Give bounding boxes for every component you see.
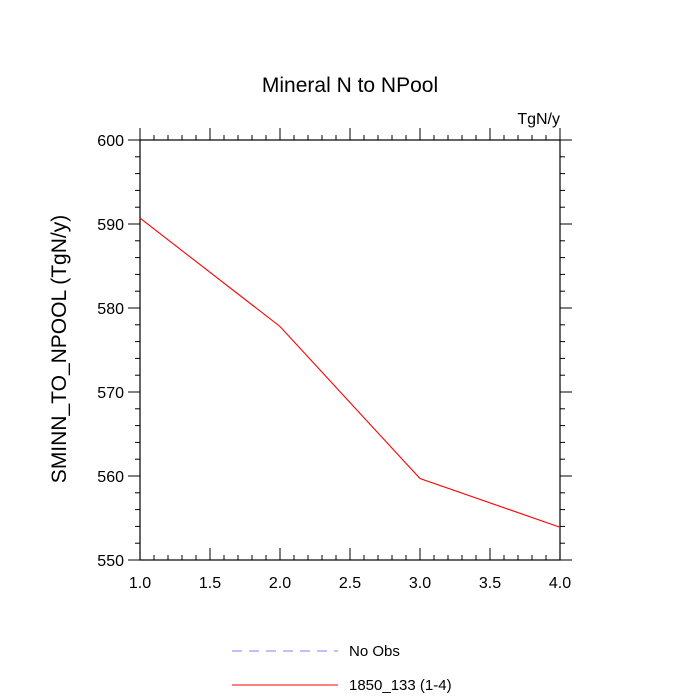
x-tick-label: 4.0 bbox=[549, 575, 571, 592]
x-tick-label: 3.0 bbox=[409, 575, 431, 592]
x-tick-label: 1.5 bbox=[199, 575, 221, 592]
axis-ticks bbox=[128, 128, 572, 561]
plot-frame bbox=[139, 139, 561, 561]
legend: No Obs 1850_133 (1-4) bbox=[232, 643, 452, 694]
y-tick-label: 590 bbox=[97, 217, 124, 234]
legend-label: No Obs bbox=[349, 643, 400, 660]
tick-labels: 1.0 1.5 2.0 2.5 3.0 3.5 4.0 550 560 570 580 590 600 bbox=[97, 133, 571, 592]
y-tick-label: 580 bbox=[97, 301, 124, 318]
x-tick-label: 1.0 bbox=[129, 575, 151, 592]
y-axis-label: SMINN_TO_NPOOL (TgN/y) bbox=[48, 215, 71, 483]
x-tick-label: 2.0 bbox=[269, 575, 291, 592]
y-tick-label: 550 bbox=[97, 553, 124, 570]
series-lines bbox=[139, 217, 561, 528]
units-label: TgN/y bbox=[517, 111, 560, 128]
y-tick-label: 570 bbox=[97, 385, 124, 402]
y-tick-label: 560 bbox=[97, 469, 124, 486]
x-tick-label: 3.5 bbox=[479, 575, 501, 592]
legend-label: 1850_133 (1-4) bbox=[349, 677, 452, 694]
series-line bbox=[139, 217, 561, 528]
x-tick-label: 2.5 bbox=[339, 575, 361, 592]
y-tick-label: 600 bbox=[97, 133, 124, 150]
chart-title: Mineral N to NPool bbox=[262, 74, 438, 97]
plot-area bbox=[139, 139, 561, 561]
